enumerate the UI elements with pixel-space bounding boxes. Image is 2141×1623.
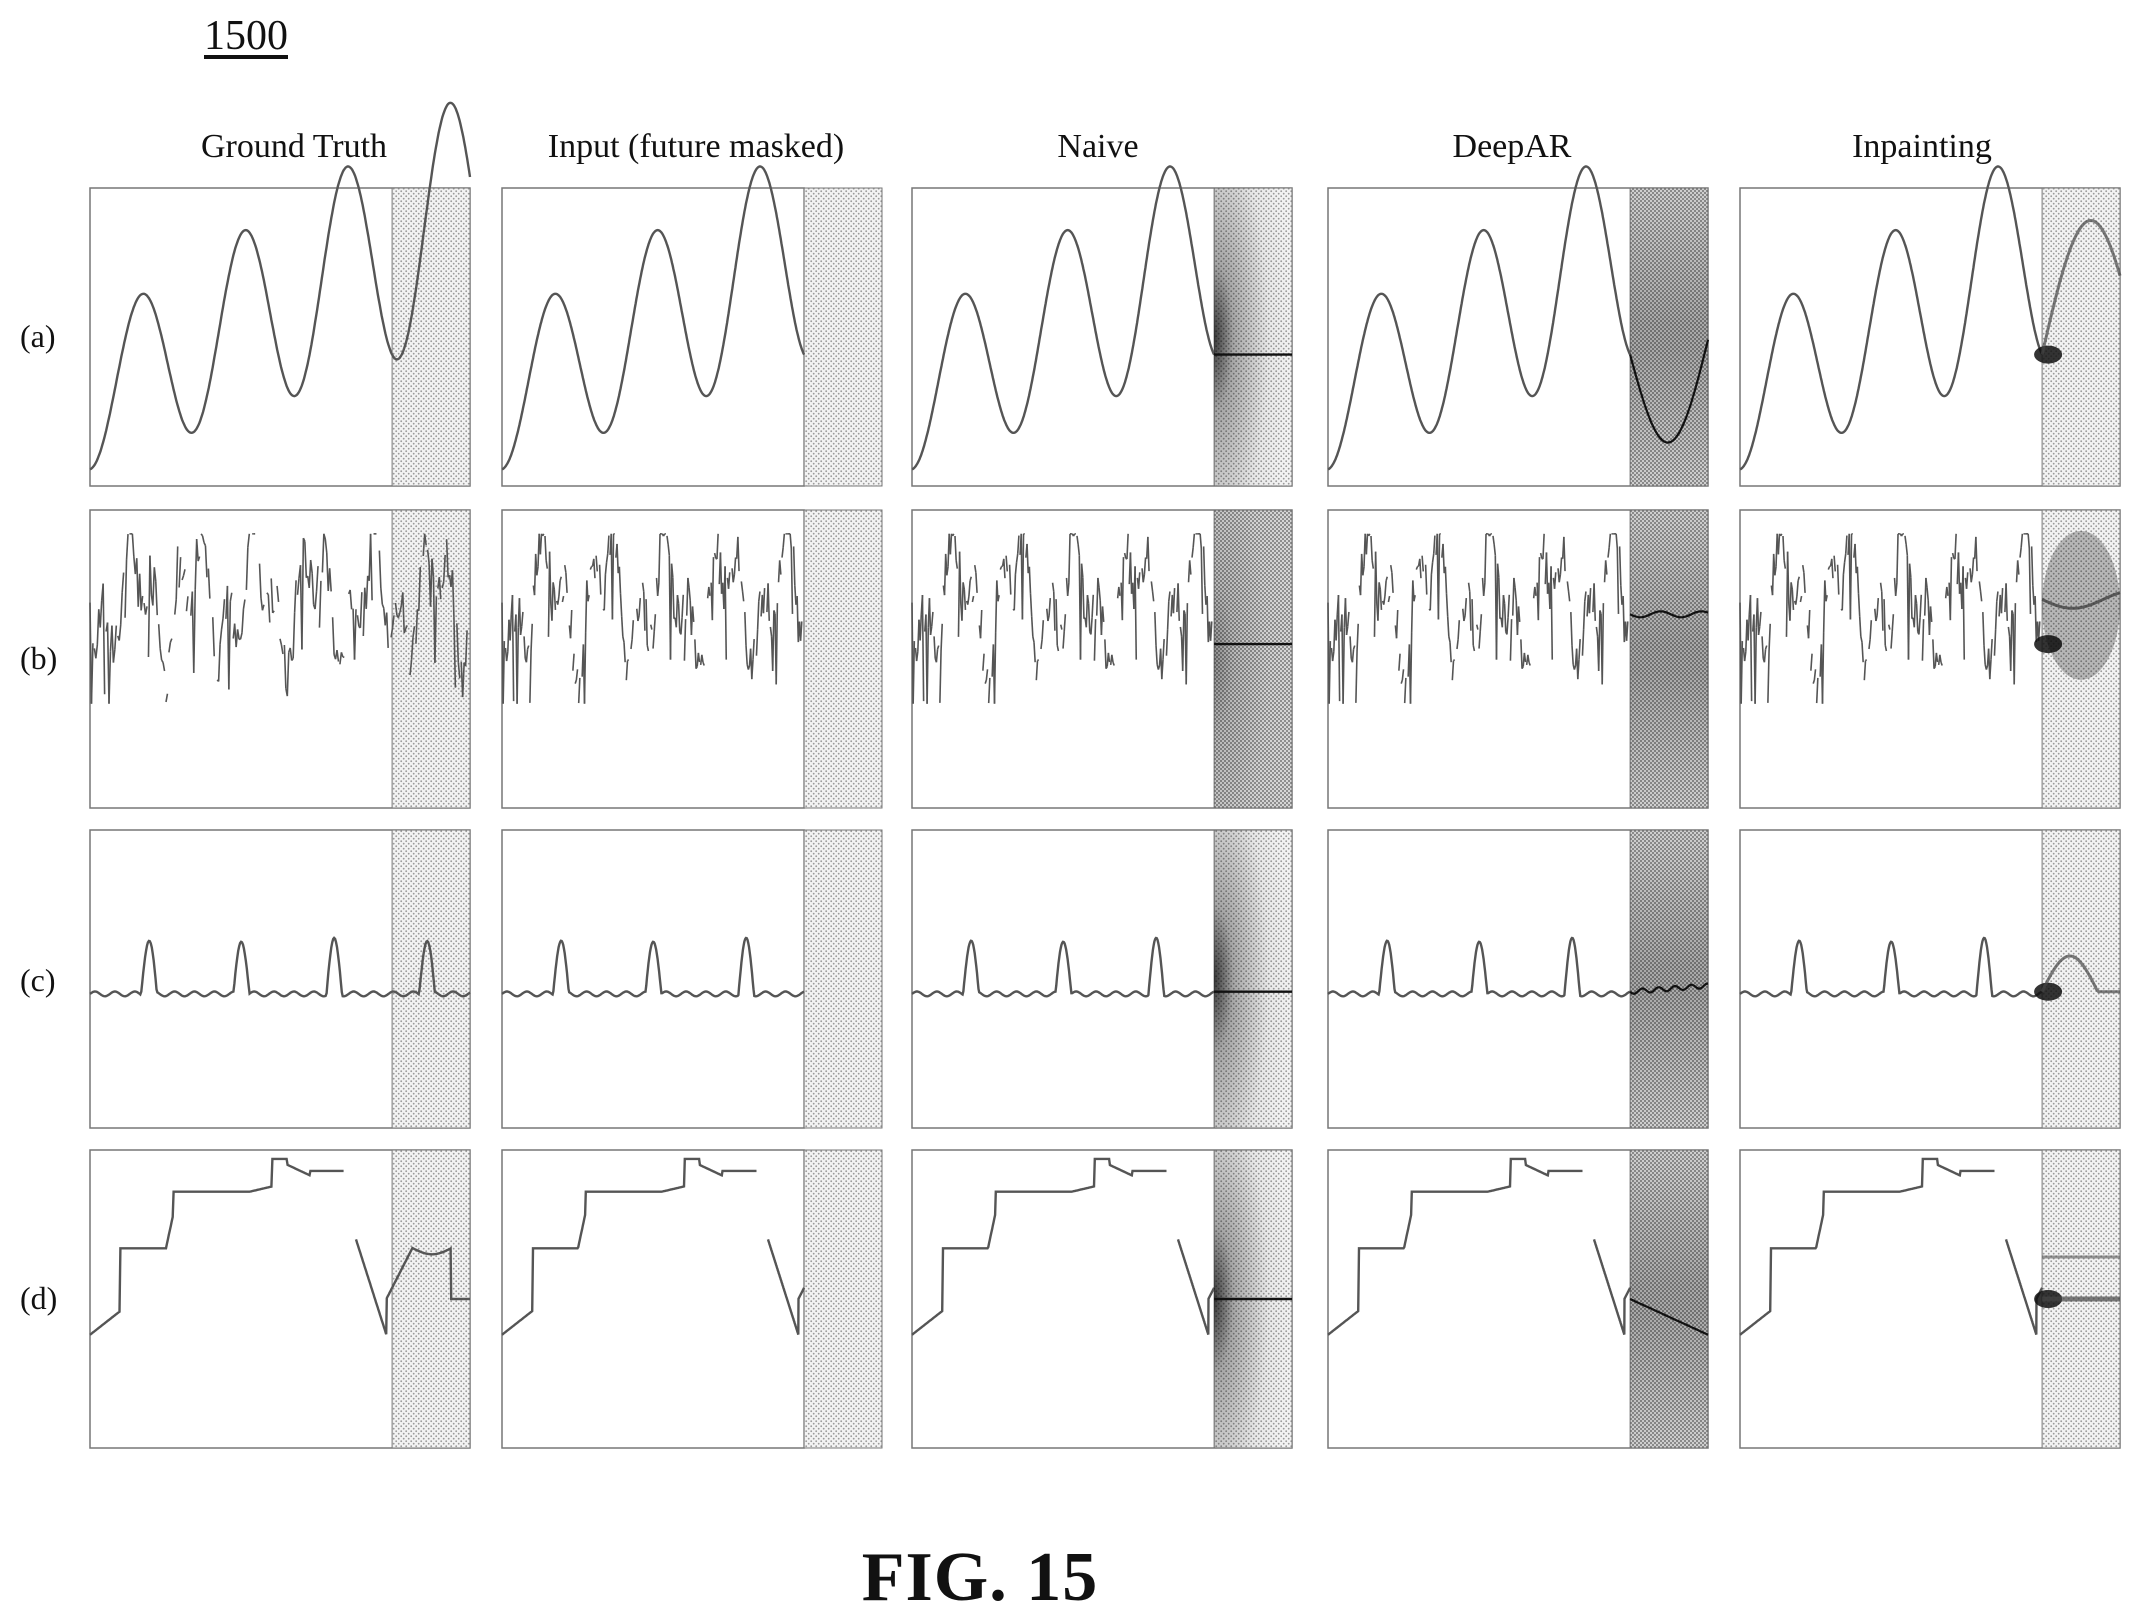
- panel-d-naive: [911, 1149, 1293, 1449]
- signal-trace: [501, 1157, 806, 1336]
- row-label-a: (a): [20, 318, 56, 354]
- signal-trace: [1327, 533, 1629, 704]
- forecast-anchor: [2034, 982, 2063, 1001]
- signal-trace: [501, 936, 805, 998]
- forecast-uncertainty: [1214, 188, 1292, 486]
- forecast-line: [2040, 218, 2122, 355]
- panel-b-input: [501, 509, 883, 809]
- future-region: [2041, 509, 2121, 809]
- signal-trace: [911, 1157, 1216, 1336]
- panel-d-gt: [89, 1149, 471, 1449]
- future-region: [803, 1149, 883, 1449]
- panel-d-deepar: [1327, 1149, 1709, 1449]
- panel-a-deepar: [1327, 165, 1710, 487]
- signal-trace: [89, 101, 472, 471]
- future-region: [2041, 187, 2121, 487]
- forecast-line: [2040, 954, 2120, 994]
- future-region: [391, 187, 471, 487]
- signal-trace: [911, 165, 1216, 471]
- panel-d-inpainting: [1739, 1149, 2121, 1449]
- signal-trace: [89, 533, 468, 704]
- panel-a-input: [501, 165, 883, 487]
- signal-trace: [911, 936, 1215, 998]
- forecast-uncertainty: [1630, 510, 1708, 808]
- forecast-line: [1629, 982, 1709, 995]
- panel-d-input: [501, 1149, 883, 1449]
- signal-trace: [501, 533, 803, 704]
- row-label-c: (c): [20, 962, 56, 998]
- forecast-line: [1629, 610, 1709, 619]
- future-region: [391, 509, 471, 809]
- panel-c-deepar: [1327, 829, 1709, 1129]
- row-label-d: (d): [20, 1280, 58, 1316]
- panel-b-inpainting: [1739, 509, 2121, 809]
- figure-reference-number: 1500: [204, 13, 288, 59]
- future-region: [803, 829, 883, 1129]
- future-region: [391, 829, 471, 1129]
- signal-trace: [501, 165, 806, 471]
- signal-trace: [911, 533, 1213, 704]
- forecast-line: [2041, 591, 2121, 610]
- panel-a-inpainting: [1739, 165, 2122, 487]
- future-region: [803, 187, 883, 487]
- panel-b-deepar: [1327, 509, 1709, 809]
- panel-c-input: [501, 829, 883, 1129]
- forecast-uncertainty: [1214, 510, 1292, 808]
- panel-a-gt: [89, 101, 472, 487]
- signal-trace: [89, 936, 471, 998]
- panel-c-naive: [911, 829, 1293, 1129]
- figure-caption: FIG. 15: [861, 1539, 1099, 1616]
- forecast-anchor: [2034, 345, 2063, 364]
- signal-trace: [1327, 1157, 1632, 1336]
- column-header-naive: Naive: [1057, 128, 1139, 165]
- panel-b-naive: [911, 509, 1293, 809]
- forecast-anchor: [2034, 635, 2063, 654]
- panel-c-inpainting: [1739, 829, 2121, 1129]
- forecast-uncertainty: [1214, 830, 1292, 1128]
- forecast-line: [1629, 1298, 1709, 1336]
- row-label-b: (b): [20, 640, 58, 676]
- column-header-deepar: DeepAR: [1452, 128, 1572, 165]
- column-header-ground-truth: Ground Truth: [200, 128, 388, 165]
- future-region: [803, 509, 883, 809]
- forecast-uncertainty: [2042, 530, 2120, 680]
- forecast-uncertainty: [1630, 830, 1708, 1128]
- panel-c-gt: [89, 829, 471, 1129]
- signal-trace: [89, 1157, 470, 1336]
- forecast-line: [1629, 339, 1710, 444]
- panel-a-naive: [911, 165, 1293, 487]
- signal-trace: [1739, 1157, 2044, 1336]
- signal-trace: [1739, 533, 2041, 704]
- column-header-inpainting: Inpainting: [1852, 128, 1992, 165]
- signal-trace: [1327, 936, 1631, 998]
- panel-b-gt: [89, 509, 471, 809]
- future-region: [2041, 829, 2121, 1129]
- forecast-uncertainty: [1630, 188, 1708, 486]
- column-header-input: Input (future masked): [547, 128, 845, 165]
- signal-trace: [1739, 165, 2044, 471]
- signal-trace: [1327, 165, 1632, 471]
- forecast-uncertainty: [1630, 1150, 1708, 1448]
- signal-trace: [1739, 936, 2043, 998]
